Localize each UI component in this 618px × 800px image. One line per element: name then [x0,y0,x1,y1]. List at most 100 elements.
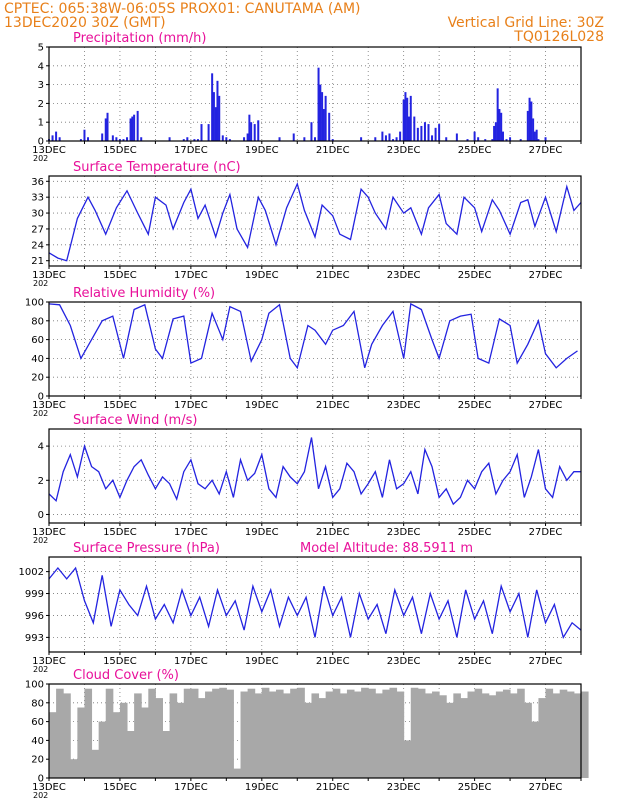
x-sub-label: 202 [33,154,48,163]
cloud-bar [581,691,589,778]
cloud-bar [467,691,476,778]
x-tick-label: 25DEC [458,527,492,538]
y-tick-label: 27 [31,224,44,235]
cloud-bar [63,693,71,778]
precip-bar [118,139,121,141]
x-tick-label: 23DEC [387,527,421,538]
cloud-bar [290,688,298,778]
x-sub-label: 202 [33,665,48,674]
panel-wind: 0 2 4 13DEC 15DEC 17DEC 19DEC 21DEC 23DEC 25DEC 27… [32,413,582,545]
x-tick-label: 25DEC [458,782,492,793]
x-tick-label: 17DEC [174,145,208,156]
precip-bar [381,131,384,141]
precip-bar [528,97,531,141]
cloud-bar [396,691,405,778]
x-tick-label: 21DEC [316,656,350,667]
cloud-bar [105,688,114,778]
y-tick-label: 0 [38,510,44,521]
cloud-bar [56,688,64,778]
y-tick-label: 24 [31,240,44,251]
y-tick-label: 21 [31,256,44,267]
cloud-bar [346,689,355,778]
x-tick-label: 13DEC [32,400,66,411]
panel-title: Surface Temperature (nC) [73,160,241,175]
precip-bar [243,137,246,141]
cloud-bar [453,693,461,778]
x-sub-label: 202 [33,409,48,418]
x-tick-label: 13DEC [32,656,66,667]
x-tick-label: 15DEC [103,270,137,281]
x-tick-label: 23DEC [387,656,421,667]
cloud-bar [134,693,142,778]
y-tick-label: 60 [31,717,44,728]
precip-bar [413,116,416,141]
y-tick-label: 993 [25,633,44,644]
x-tick-label: 17DEC [174,400,208,411]
x-tick-label: 27DEC [529,527,563,538]
cloud-bar [332,688,341,778]
cloud-bar [368,688,376,778]
cloud-bar [240,691,249,778]
cloud-bar [495,691,504,778]
precip-bar [395,137,398,141]
panel-title: Cloud Cover (%) [73,668,179,683]
cloud-bar [502,689,511,778]
cloud-bar [77,707,85,778]
precip-bar [292,133,295,141]
precip-bar [324,95,327,141]
precip-bar [384,135,387,141]
precip-bar [406,97,409,141]
precip-bar [409,95,412,141]
precip-bar [87,137,90,141]
precip-bar [196,139,199,141]
precip-bar [133,114,136,141]
x-tick-label: 19DEC [245,145,279,156]
y-tick-label: 60 [31,335,44,346]
cloud-bar [573,693,582,778]
x-tick-label: 15DEC [103,782,137,793]
precip-bar [530,101,533,141]
precip-bar [168,137,171,141]
series-line-temp [48,181,582,262]
precip-bar [51,135,54,141]
precip-bar [310,122,313,141]
x-tick-label: 27DEC [529,400,563,411]
x-tick-label: 19DEC [245,782,279,793]
y-tick-label: 20 [31,373,44,384]
cloud-bar [112,712,121,778]
plot-frame [48,46,582,142]
panel-pres: 993 996 999 1002 13DEC 15DEC 17DEC 19DEC 21DEC 23… [19,541,582,674]
x-tick-label: 25DEC [458,270,492,281]
y-tick-label: 2 [38,99,44,110]
precip-bar [140,137,143,141]
cloud-bar [176,702,185,778]
y-tick-label: 100 [25,298,44,309]
precip-bar [420,125,423,141]
cloud-bar [524,702,532,778]
y-tick-label: 1 [38,118,44,129]
panel-rh: 0 20 40 60 80 100 13DEC 15DEC 17DEC 19DEC 21DEC 23D… [25,286,582,418]
cloud-bar [545,688,554,778]
cloud-bar [275,689,284,778]
cloud-bar [91,749,100,778]
x-tick-label: 19DEC [245,270,279,281]
panel-title: Precipitation (mm/h) [73,31,206,46]
y-tick-label: 80 [31,698,44,709]
cloud-bar [432,691,440,778]
plot-frame [48,683,582,779]
precip-bar [445,137,448,141]
precip-bar [331,139,334,141]
cloud-bar [205,691,213,778]
precip-bar [509,137,512,141]
cloud-bar [389,687,398,778]
cloud-bar [375,693,383,778]
precip-bar [111,135,114,141]
cloud-bar [311,693,320,778]
cloud-bar [424,693,433,778]
panel-cloud: 0 20 40 60 80 100 13DEC 15DEC 17DEC 19DEC 21DEC 23D… [25,668,589,800]
x-tick-label: 15DEC [103,400,137,411]
y-tick-label: 30 [31,209,44,220]
y-tick-label: 999 [25,589,44,600]
plot-frame [48,428,582,524]
